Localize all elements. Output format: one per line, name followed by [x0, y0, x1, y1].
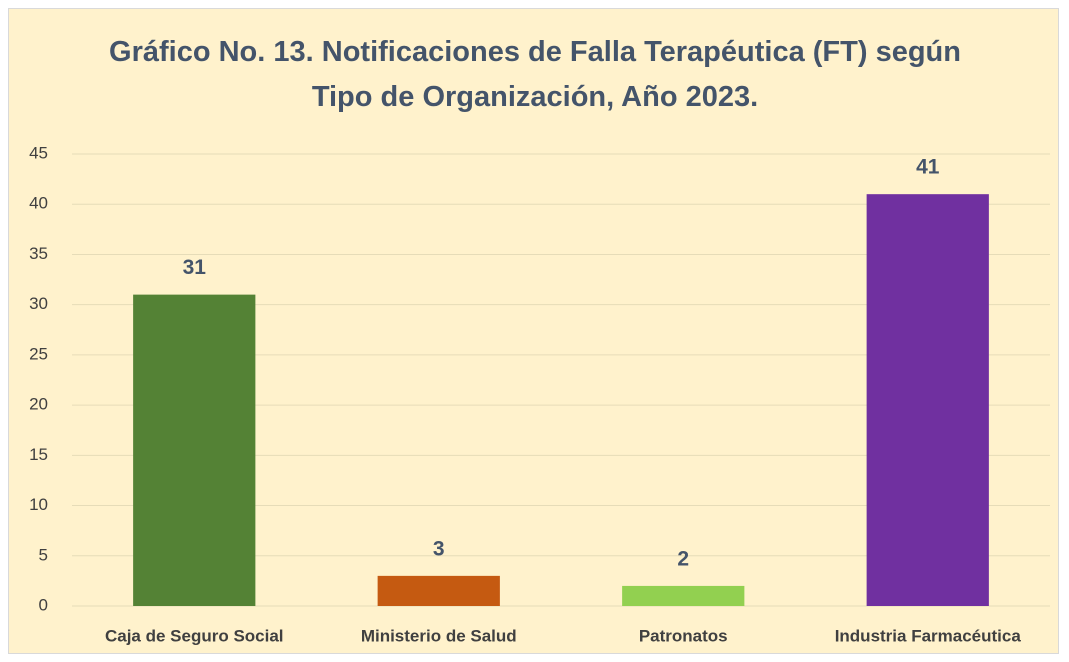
chart-title: Gráfico No. 13. Notificaciones de Falla … — [109, 36, 961, 113]
bar — [377, 575, 500, 606]
x-tick-label: Caja de Seguro Social — [105, 626, 284, 645]
y-tick-label: 35 — [29, 244, 48, 263]
y-tick-label: 40 — [29, 194, 48, 213]
bar — [133, 294, 256, 606]
data-label: 31 — [183, 256, 207, 279]
y-tick-label: 20 — [29, 395, 48, 414]
data-label: 2 — [677, 547, 689, 570]
x-tick-label: Industria Farmacéutica — [835, 626, 1022, 645]
x-tick-label: Ministerio de Salud — [361, 626, 517, 645]
y-tick-label: 15 — [29, 445, 48, 464]
data-label: 41 — [916, 156, 940, 179]
y-tick-label: 0 — [39, 595, 48, 614]
x-tick-label: Patronatos — [639, 626, 728, 645]
y-tick-label: 45 — [29, 143, 48, 162]
data-label: 3 — [433, 537, 445, 560]
y-tick-label: 5 — [39, 545, 48, 564]
bar — [622, 585, 745, 606]
y-tick-label: 10 — [29, 495, 48, 514]
y-tick-label: 25 — [29, 344, 48, 363]
y-tick-label: 30 — [29, 294, 48, 313]
bar — [866, 194, 989, 606]
